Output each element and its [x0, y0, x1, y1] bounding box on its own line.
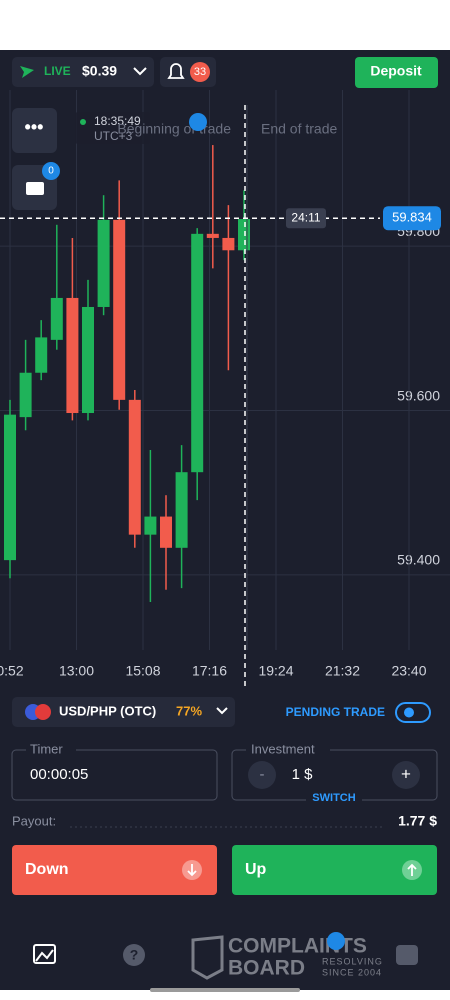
time-dot	[80, 119, 86, 125]
x-tick-label: 0:52	[0, 663, 24, 679]
investment-value: 1 $	[292, 766, 314, 783]
candle-body	[66, 297, 79, 414]
trade-end-label: End of trade	[261, 121, 337, 137]
trade-start-label: Beginning of trade	[117, 121, 231, 137]
payout-label: Payout:	[12, 813, 56, 828]
candle-body	[128, 399, 141, 535]
label-cutout	[306, 791, 362, 805]
watermark-shield	[191, 935, 224, 980]
info-icon	[189, 113, 207, 131]
clock: 18:35:49	[94, 114, 141, 128]
down-label: Down	[25, 861, 69, 878]
x-tick-label: 15:08	[125, 663, 160, 679]
portfolio-count: 0	[48, 166, 54, 177]
candle-body	[97, 219, 110, 307]
y-tick-label: 59.600	[397, 387, 440, 403]
timer-field[interactable]	[11, 749, 218, 801]
candle-body	[206, 233, 219, 238]
menu-button[interactable]	[12, 108, 57, 153]
portfolio-badge	[42, 162, 60, 180]
chart-tab[interactable]	[33, 944, 56, 964]
plus-button[interactable]	[392, 761, 420, 789]
candle-body	[19, 372, 32, 418]
chevron	[216, 707, 228, 715]
asset-selector[interactable]	[12, 697, 235, 727]
system-bar	[0, 990, 450, 1000]
payout-value: 1.77 $	[398, 813, 437, 829]
investment-label: Investment	[251, 741, 315, 756]
minus-label: -	[260, 766, 265, 783]
candle-body	[82, 306, 94, 414]
notification-badge	[190, 62, 210, 82]
switch-label[interactable]: SWITCH	[312, 792, 355, 804]
watermark-text: COMPLAINTS	[228, 935, 367, 958]
down-button[interactable]	[12, 845, 217, 895]
chart-tab-icon	[35, 949, 54, 962]
up-label: Up	[245, 861, 267, 878]
briefcase-icon	[26, 182, 44, 195]
countdown: 24:11	[291, 210, 320, 224]
minus-button[interactable]	[248, 761, 276, 789]
x-tick-label: 13:00	[59, 663, 94, 679]
toggle-knob	[404, 707, 414, 718]
deposit-button[interactable]	[355, 57, 438, 88]
app-background	[0, 50, 450, 990]
live-label: LIVE	[44, 64, 71, 78]
help-icon: ?	[130, 947, 139, 963]
watermark-tagline: SINCE 2004	[322, 967, 382, 977]
label-cutout	[26, 742, 76, 756]
current-price: 59.834	[392, 210, 432, 225]
pending-trade-label[interactable]: PENDING TRADE	[286, 705, 385, 719]
candle-body	[191, 233, 204, 473]
asset-profit: 77%	[176, 703, 202, 718]
y-tick-label: 59.400	[397, 552, 440, 568]
nav-badge	[327, 932, 345, 950]
x-tick-label: 17:16	[192, 663, 227, 679]
balance: $0.39	[82, 63, 117, 79]
x-tick-label: 19:24	[258, 663, 293, 679]
flag-ph	[35, 704, 51, 720]
help-tab[interactable]	[123, 944, 145, 966]
watermark-text: BOARD	[228, 957, 305, 980]
candle-body	[144, 516, 157, 535]
account-selector[interactable]	[12, 57, 154, 87]
candle-body	[238, 219, 250, 251]
candle-body	[35, 337, 48, 373]
candle-body	[50, 297, 63, 340]
candle-body	[4, 414, 16, 561]
candle-body	[175, 472, 188, 548]
countdown-box	[286, 208, 326, 229]
price-box	[383, 206, 441, 231]
x-tick-label: 21:32	[325, 663, 360, 679]
candle-body	[160, 516, 172, 548]
timezone: UTC+3	[94, 129, 133, 143]
watermark-tagline: RESOLVING	[322, 956, 383, 966]
x-tick-label: 23:40	[391, 663, 426, 679]
chevron	[133, 67, 147, 76]
up-arrow	[407, 863, 417, 876]
label-cutout	[246, 742, 330, 756]
time-box	[75, 112, 150, 144]
down-arrow	[187, 864, 197, 877]
asset-name: USD/PHP (OTC)	[59, 703, 156, 718]
status-area	[0, 0, 450, 50]
notification-count: 33	[194, 66, 206, 78]
bell-icon	[167, 63, 185, 79]
candle-body	[113, 219, 126, 400]
menu-dots: •••	[25, 117, 44, 137]
timer-value: 00:00:05	[30, 766, 88, 783]
candle-body	[222, 237, 235, 251]
plus-label: +	[401, 764, 411, 783]
up-button[interactable]	[232, 845, 437, 895]
timer-label: Timer	[30, 741, 63, 756]
deposit-label: Deposit	[370, 63, 422, 79]
home-indicator	[150, 988, 300, 992]
pending-toggle[interactable]	[395, 702, 431, 723]
live-icon	[20, 66, 34, 78]
chat-tab[interactable]	[396, 945, 418, 965]
